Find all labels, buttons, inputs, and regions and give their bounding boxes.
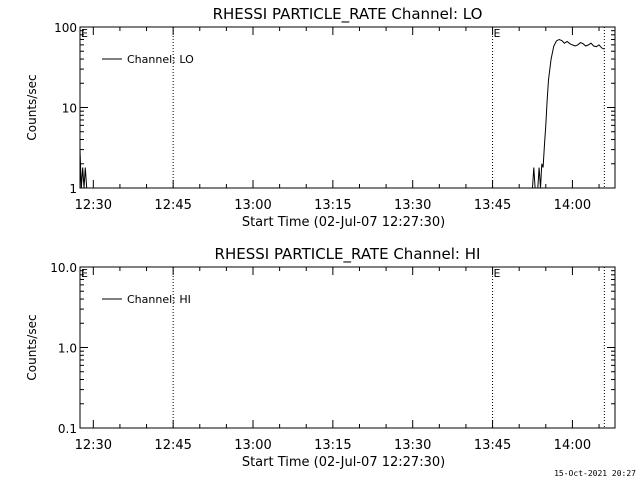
hi-chart: RHESSI PARTICLE_RATE Channel: HI Counts/s… [25,245,616,470]
hi-y-axis-label: Counts/sec [25,314,39,380]
hi-x-tick-label: 13:15 [314,438,351,453]
lo-x-tick-label: 12:45 [154,198,191,213]
lo-x-axis-label: Start Time (02-Jul-07 12:27:30) [242,215,445,230]
lo-y-tick-label: 10 [62,102,77,116]
hi-x-tick-label: 13:30 [394,438,431,453]
lo-x-tick-label: 13:15 [314,198,351,213]
lo-y-tick-label: 1 [69,182,77,196]
hi-x-tick-label: 13:45 [474,438,511,453]
lo-x-tick-label: 14:00 [554,198,591,213]
lo-legend-label: Channel: LO [127,53,194,66]
lo-x-tick-label: 13:45 [474,198,511,213]
lo-series-line [531,38,605,188]
hi-x-tick-label: 14:00 [554,438,591,453]
lo-corner-label: E [81,27,88,40]
hi-x-tick-label: 13:00 [234,438,271,453]
hi-x-tick-label: 12:45 [154,438,191,453]
lo-y-axis-label: Counts/sec [25,74,39,140]
lo-y-tick-label: 100 [54,21,77,35]
lo-x-tick-label: 13:30 [394,198,431,213]
hi-x-axis-label: Start Time (02-Jul-07 12:27:30) [242,455,445,470]
hi-y-tick-label: 1.0 [58,342,77,356]
lo-plot-frame [79,26,616,189]
hi-chart-title: RHESSI PARTICLE_RATE Channel: HI [215,245,481,264]
hi-x-tick-label: 12:30 [75,438,112,453]
hi-y-tick-label: 0.1 [58,422,77,436]
lo-chart: RHESSI PARTICLE_RATE Channel: LO Counts/s… [25,5,616,230]
lo-x-tick-label: 13:00 [234,198,271,213]
lo-x-tick-label: 12:30 [75,198,112,213]
hi-marker-label: E [494,267,501,280]
hi-legend-label: Channel: HI [127,293,191,306]
hi-plot-frame [79,266,616,429]
plot-timestamp: 15-Oct-2021 20:27 [554,469,636,478]
lo-series-line [80,149,88,188]
hi-y-tick-label: 10.0 [50,261,77,275]
hi-corner-label: E [81,267,88,280]
lo-marker-label: E [494,27,501,40]
lo-chart-title: RHESSI PARTICLE_RATE Channel: LO [213,5,483,24]
